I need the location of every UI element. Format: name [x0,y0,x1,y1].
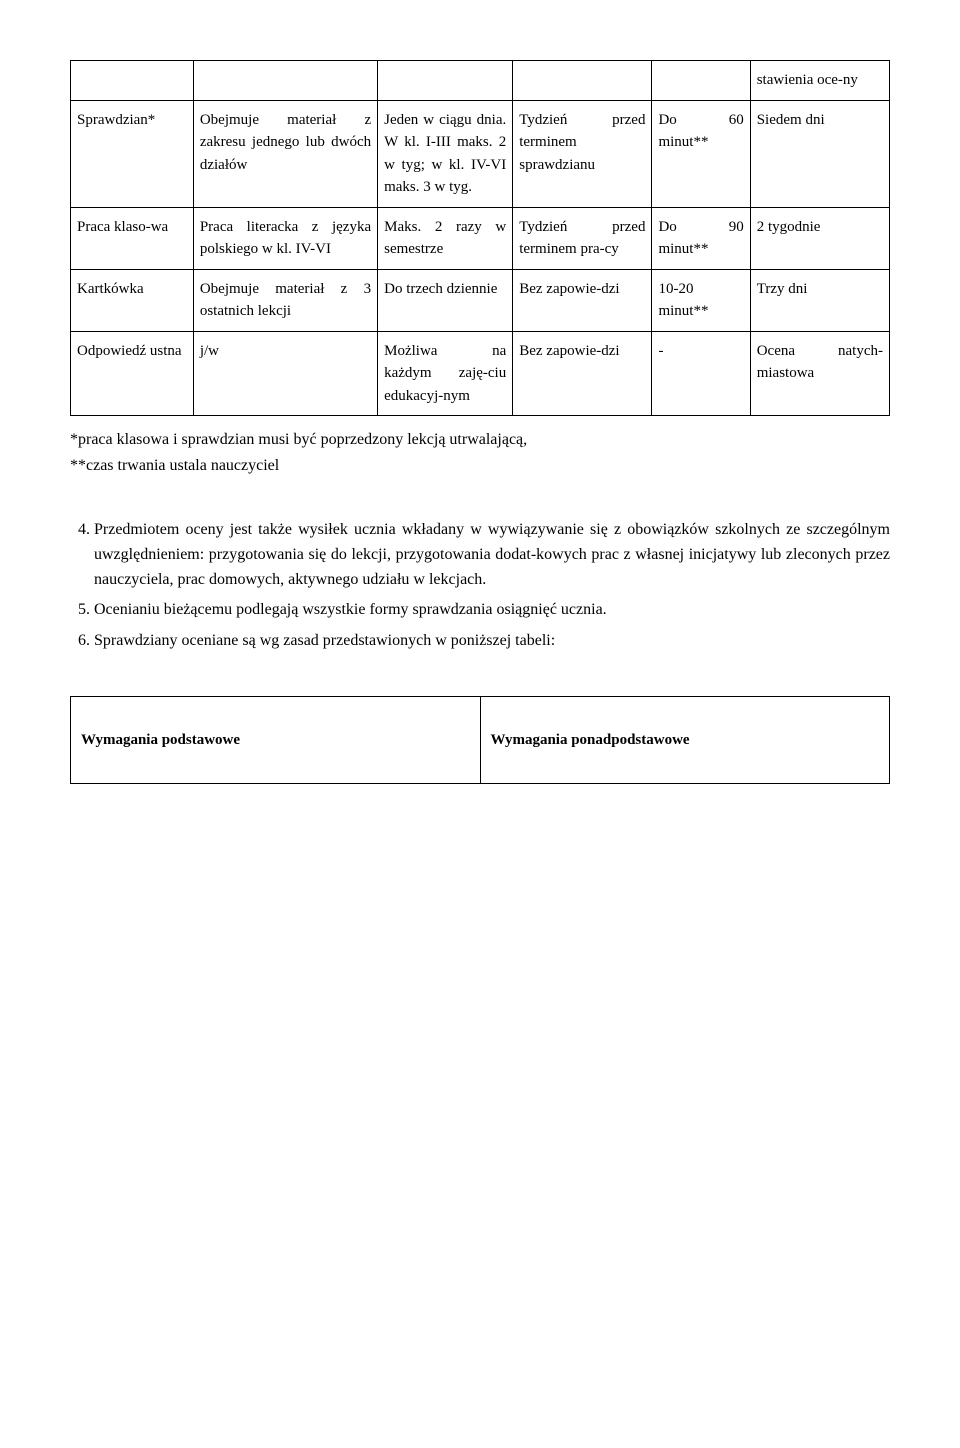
table-cell: Obejmuje materiał z zakresu jednego lub … [193,100,377,207]
table-row: KartkówkaObejmuje materiał z 3 ostatnich… [71,269,890,331]
table-cell: Tydzień przed terminem pra-cy [513,207,652,269]
table-cell: Praca literacka z języka polskiego w kl.… [193,207,377,269]
table-cell [193,61,377,101]
table-cell: 10-20 minut** [652,269,750,331]
table-cell: Praca klaso-wa [71,207,194,269]
table-cell: Jeden w ciągu dnia. W kl. I-III maks. 2 … [378,100,513,207]
table-cell: j/w [193,331,377,416]
list-item: Sprawdziany oceniane są wg zasad przedst… [94,629,890,654]
table-cell: Do 90 minut** [652,207,750,269]
table-cell: Bez zapowie-dzi [513,269,652,331]
table-cell: Maks. 2 razy w semestrze [378,207,513,269]
table-row: Odpowiedź ustnaj/wMożliwa na każdym zaję… [71,331,890,416]
table-cell [513,61,652,101]
table-row: Praca klaso-waPraca literacka z języka p… [71,207,890,269]
table-cell: 2 tygodnie [750,207,889,269]
table-cell: Trzy dni [750,269,889,331]
table-cell: stawienia oce-ny [750,61,889,101]
table-cell: Sprawdzian* [71,100,194,207]
numbered-list: Przedmiotem oceny jest także wysiłek ucz… [70,518,890,654]
footnote-1: *praca klasowa i sprawdzian musi być pop… [70,428,890,452]
table-cell: Bez zapowie-dzi [513,331,652,416]
table-cell: - [652,331,750,416]
assessment-table: stawienia oce-nySprawdzian*Obejmuje mate… [70,60,890,416]
table-cell: Tydzień przed terminem sprawdzianu [513,100,652,207]
requirements-table: Wymagania podstawowe Wymagania ponadpods… [70,696,890,785]
table-cell: Kartkówka [71,269,194,331]
table-cell [652,61,750,101]
list-item: Przedmiotem oceny jest także wysiłek ucz… [94,518,890,592]
table-row: Sprawdzian*Obejmuje materiał z zakresu j… [71,100,890,207]
footnotes: *praca klasowa i sprawdzian musi być pop… [70,428,890,478]
table-cell: Siedem dni [750,100,889,207]
footnote-2: **czas trwania ustala nauczyciel [70,454,890,478]
requirements-extended: Wymagania ponadpodstawowe [480,696,890,784]
table-cell: Możliwa na każdym zaję-ciu edukacyj-nym [378,331,513,416]
table-cell: Do 60 minut** [652,100,750,207]
table-cell: Obejmuje materiał z 3 ostatnich lekcji [193,269,377,331]
table-cell [71,61,194,101]
list-item: Ocenianiu bieżącemu podlegają wszystkie … [94,598,890,623]
requirements-basic: Wymagania podstawowe [71,696,481,784]
assessment-table-body: stawienia oce-nySprawdzian*Obejmuje mate… [71,61,890,416]
table-row: stawienia oce-ny [71,61,890,101]
table-cell: Ocena natych-miastowa [750,331,889,416]
table-cell [378,61,513,101]
table-cell: Do trzech dziennie [378,269,513,331]
table-row: Wymagania podstawowe Wymagania ponadpods… [71,696,890,784]
table-cell: Odpowiedź ustna [71,331,194,416]
